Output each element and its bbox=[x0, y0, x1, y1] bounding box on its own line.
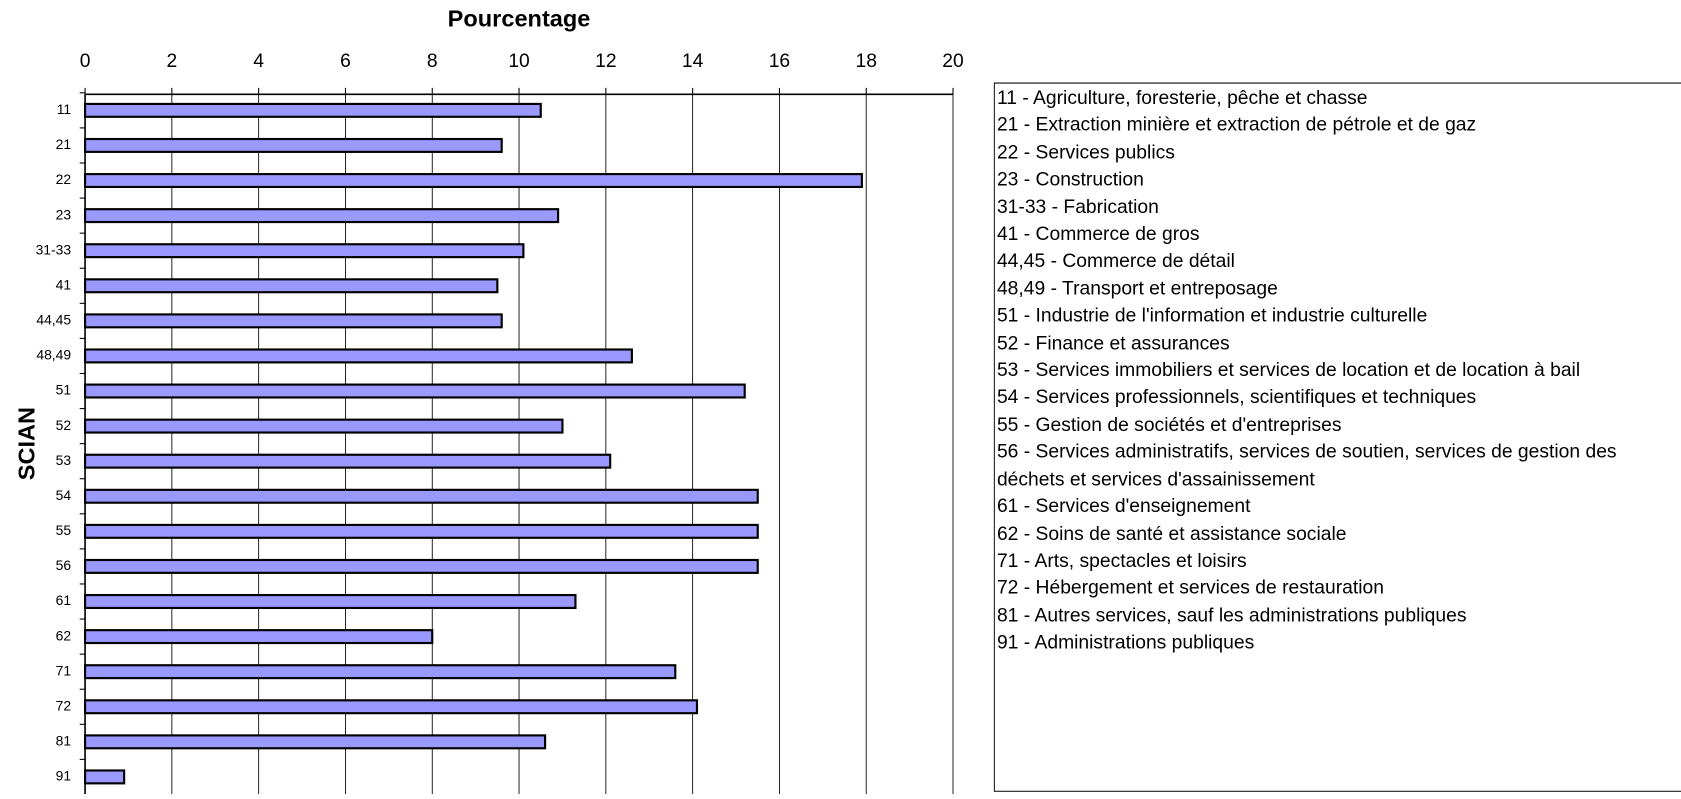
legend-item: 11 - Agriculture, foresterie, pêche et c… bbox=[996, 86, 1368, 109]
y-tick-label: 54 bbox=[56, 487, 72, 503]
legend: 11 - Agriculture, foresterie, pêche et c… bbox=[993, 82, 1681, 792]
x-tick-label: 14 bbox=[682, 51, 704, 72]
bar bbox=[84, 243, 525, 259]
x-tick-label: 4 bbox=[253, 51, 264, 72]
bar bbox=[84, 383, 746, 399]
legend-item: 51 - Industrie de l'information et indus… bbox=[996, 304, 1428, 327]
bar bbox=[84, 102, 542, 118]
legend-item: 81 - Autres services, sauf les administr… bbox=[996, 604, 1467, 626]
legend-box: 11 - Agriculture, foresterie, pêche et c… bbox=[993, 82, 1681, 792]
bar bbox=[84, 208, 560, 224]
x-tick-label: 20 bbox=[942, 51, 963, 72]
bar bbox=[84, 278, 499, 294]
x-tick-label: 10 bbox=[508, 51, 529, 72]
legend-item: 44,45 - Commerce de détail bbox=[996, 250, 1235, 272]
bar bbox=[84, 488, 759, 504]
bar bbox=[84, 558, 759, 574]
y-tick-label: 91 bbox=[56, 768, 72, 784]
y-tick-label: 52 bbox=[56, 417, 72, 433]
legend-item: 72 - Hébergement et services de restaura… bbox=[996, 576, 1384, 599]
bar bbox=[84, 453, 612, 469]
x-tick-label: 2 bbox=[167, 51, 178, 72]
y-tick-label: 55 bbox=[56, 522, 72, 538]
x-tick-label: 8 bbox=[427, 51, 438, 72]
y-tick-label: 61 bbox=[56, 592, 72, 608]
bar bbox=[84, 664, 677, 680]
bar bbox=[84, 418, 564, 434]
legend-item: 61 - Services d'enseignement bbox=[996, 495, 1251, 517]
legend-item: 91 - Administrations publiques bbox=[996, 631, 1255, 653]
y-tick-label: 53 bbox=[56, 452, 72, 468]
y-tick-label: 72 bbox=[56, 697, 72, 713]
legend-item: 55 - Gestion de sociétés et d'entreprise… bbox=[996, 413, 1342, 435]
legend-item: 54 - Services professionnels, scientifiq… bbox=[996, 386, 1477, 408]
x-tick-label: 12 bbox=[595, 51, 616, 72]
legend-item: 56 - Services administratifs, services d… bbox=[996, 440, 1617, 490]
y-tick-label: 21 bbox=[56, 136, 72, 152]
bar bbox=[84, 348, 633, 364]
legend-item: 23 - Construction bbox=[996, 168, 1144, 190]
legend-item: 71 - Arts, spectacles et loisirs bbox=[996, 549, 1247, 572]
y-tick-label: 62 bbox=[56, 627, 72, 643]
bar bbox=[84, 137, 503, 153]
x-tick-label: 6 bbox=[340, 51, 351, 72]
x-tick-label: 16 bbox=[769, 51, 790, 72]
x-axis-title: Pourcentage bbox=[448, 6, 591, 32]
bar bbox=[84, 523, 759, 539]
y-tick-label: 11 bbox=[57, 101, 72, 117]
x-tick-label: 0 bbox=[80, 51, 91, 72]
bar bbox=[84, 594, 577, 610]
legend-item: 53 - Services immobiliers et services de… bbox=[996, 359, 1581, 381]
y-tick-label: 51 bbox=[56, 382, 72, 398]
y-tick-label: 71 bbox=[56, 662, 72, 678]
legend-item: 62 - Soins de santé et assistance social… bbox=[996, 522, 1347, 544]
bar bbox=[84, 769, 126, 785]
bar bbox=[84, 629, 434, 645]
y-tick-label: 81 bbox=[56, 733, 72, 749]
y-tick-label: 31-33 bbox=[36, 241, 72, 257]
y-tick-label: 23 bbox=[56, 206, 72, 222]
x-tick-label: 18 bbox=[855, 51, 876, 72]
legend-item: 52 - Finance et assurances bbox=[996, 331, 1230, 354]
legend-item: 41 - Commerce de gros bbox=[996, 222, 1200, 245]
legend-item: 22 - Services publics bbox=[996, 141, 1175, 163]
y-tick-label: 48,49 bbox=[36, 347, 71, 363]
bar bbox=[84, 313, 503, 329]
bar bbox=[84, 173, 863, 189]
bar bbox=[84, 699, 699, 715]
legend-item: 31-33 - Fabrication bbox=[996, 195, 1159, 218]
y-tick-label: 56 bbox=[56, 557, 72, 573]
y-tick-label: 22 bbox=[56, 171, 72, 187]
legend-item: 48,49 - Transport et entreposage bbox=[996, 277, 1278, 299]
y-tick-label: 41 bbox=[56, 276, 72, 292]
y-tick-label: 44,45 bbox=[36, 312, 71, 328]
legend-item: 21 - Extraction minière et extraction de… bbox=[996, 114, 1477, 136]
bar bbox=[84, 734, 547, 750]
y-axis-title: SCIAN bbox=[14, 407, 40, 480]
